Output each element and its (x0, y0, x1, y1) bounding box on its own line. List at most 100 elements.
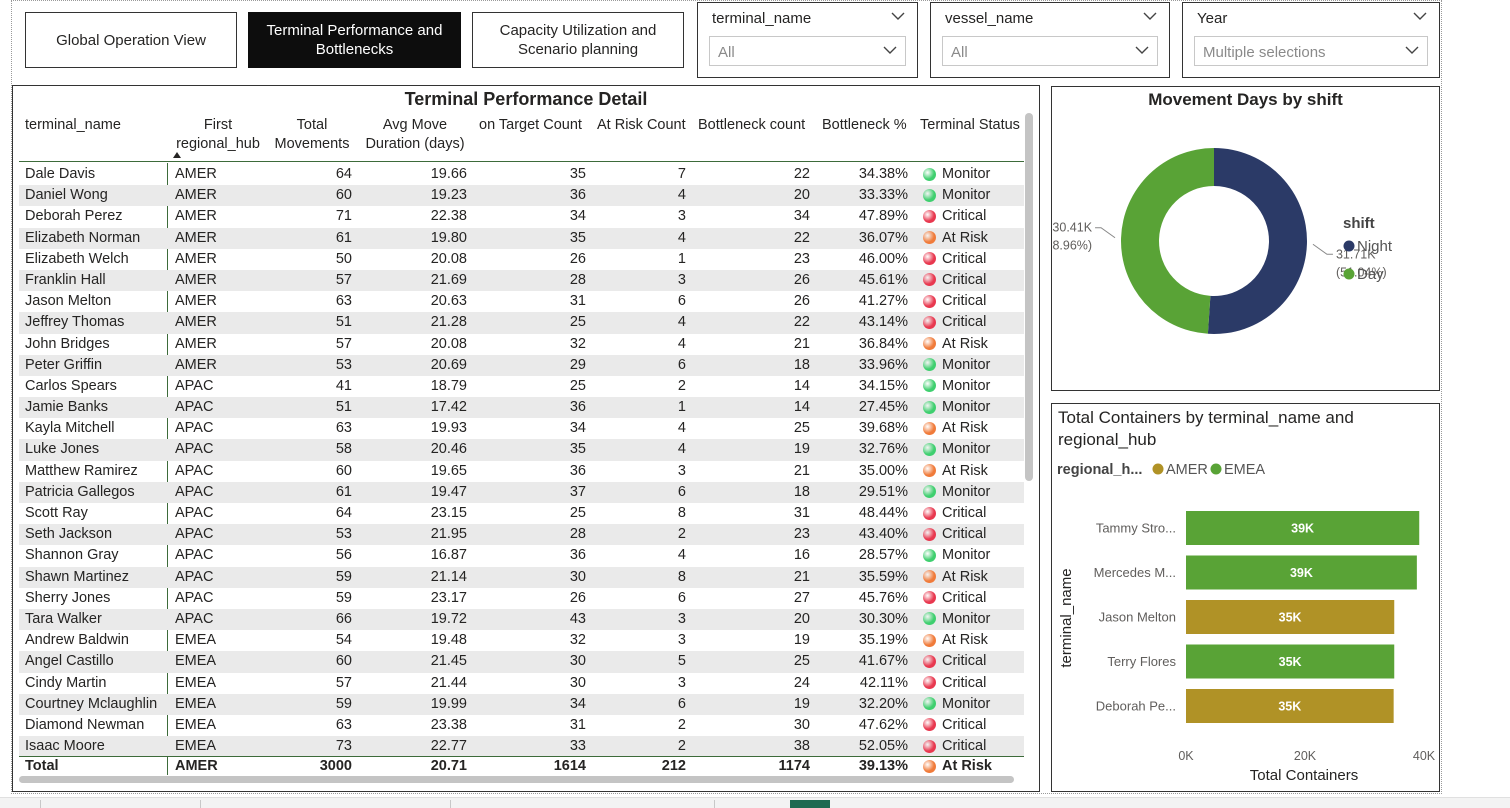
table-row[interactable]: Elizabeth Norman AMER 61 19.80 35 4 22 36.07% At… (19, 227, 1024, 249)
terminal-name-cell: Kayla Mitchell (25, 420, 115, 437)
terminal-name-cell: Angel Castillo (25, 653, 114, 670)
chevron-down-icon[interactable] (1143, 9, 1157, 23)
table-vertical-scrollbar[interactable] (1025, 113, 1033, 481)
terminal-name-slicer-title: terminal_name (712, 10, 812, 27)
table-row[interactable]: Shannon Gray APAC 56 16.87 36 4 16 28.57% Monito… (19, 545, 1024, 566)
chevron-down-icon[interactable] (1413, 9, 1427, 23)
table-row[interactable]: Angel Castillo EMEA 60 21.45 30 5 25 41.67% Crit… (19, 651, 1024, 673)
donut-slice-day[interactable] (1121, 148, 1214, 334)
table-row[interactable]: Franklin Hall AMER 57 21.69 28 3 26 45.61% Criti… (19, 269, 1024, 292)
table-row[interactable]: Tara Walker APAC 66 19.72 43 3 20 30.30% Monitor (19, 608, 1024, 631)
regional-hub-cell: AMER (175, 314, 217, 331)
on-target-cell: 33 (569, 738, 586, 755)
bar-0[interactable] (1186, 511, 1420, 545)
bottleneck-count-cell: 34 (793, 208, 810, 225)
table-row[interactable]: Kayla Mitchell APAC 63 19.93 34 4 25 39.68% At R… (19, 418, 1024, 439)
col-header-total-movements[interactable]: Total Movements (270, 116, 354, 154)
chevron-down-icon[interactable] (891, 9, 905, 23)
legend-marker-icon (1343, 240, 1355, 252)
avg-duration-cell: 19.72 (430, 610, 467, 627)
at-risk-cell: 6 (677, 483, 686, 500)
regional-hub-cell: AMER (175, 250, 217, 267)
table-row[interactable]: Isaac Moore EMEA 73 22.77 33 2 38 52.05% Critica… (19, 736, 1024, 758)
col-header-terminal-name[interactable]: terminal_name (25, 116, 121, 135)
terminal-status-cell: At Risk (923, 336, 988, 352)
table-row[interactable]: Jason Melton AMER 63 20.63 31 6 26 41.27% Critic… (19, 291, 1024, 312)
table-row[interactable]: Luke Jones APAC 58 20.46 35 4 19 32.76% Monitor (19, 439, 1024, 461)
avg-duration-cell: 19.23 (430, 187, 467, 204)
table-row[interactable]: Carlos Spears APAC 41 18.79 25 2 14 34.15% Monit… (19, 376, 1024, 397)
donut-legend-item-night[interactable]: Night (1357, 238, 1393, 255)
col-header-at-risk-count[interactable]: At Risk Count (597, 117, 686, 133)
table-row[interactable]: Elizabeth Welch AMER 50 20.08 26 1 23 46.00% Cri… (19, 249, 1024, 270)
terminal-status-cell: Monitor (923, 357, 990, 373)
total-movements-cell: 54 (335, 632, 352, 649)
table-row[interactable]: Shawn Martinez APAC 59 21.14 30 8 21 35.59% At R… (19, 566, 1024, 588)
status-dot-icon (923, 421, 936, 435)
year-dropdown[interactable]: Multiple selections (1194, 36, 1428, 66)
vessel-name-dropdown[interactable]: All (942, 36, 1158, 66)
on-target-cell: 35 (569, 166, 586, 182)
table-row[interactable]: Courtney Mclaughlin EMEA 59 19.99 34 6 19 32.20… (19, 693, 1024, 715)
table-row[interactable]: Sherry Jones APAC 59 23.17 26 6 27 45.76% Critic… (19, 588, 1024, 609)
table-row[interactable]: Dale Davis AMER 64 19.66 35 7 22 34.38% Monitor (19, 164, 1024, 185)
at-risk-cell: 4 (677, 441, 686, 458)
bottleneck-pct-cell: 47.62% (858, 716, 908, 733)
terminal-name-slicer: terminal_name All (697, 2, 918, 78)
bar-chart-title: Total Containers by terminal_name and reg… (1058, 407, 1354, 451)
table-horizontal-scrollbar[interactable] (19, 776, 1014, 783)
col-header-bottleneck-pct[interactable]: Bottleneck % (822, 117, 907, 133)
bar-legend-item-amer[interactable]: AMER (1166, 462, 1208, 478)
table-row[interactable]: John Bridges AMER 57 20.08 32 4 21 36.84% At Ris… (19, 334, 1024, 355)
at-risk-cell: 3 (677, 632, 686, 649)
capacity-utilization-button[interactable]: Capacity Utilization and Scenario plannin… (472, 12, 684, 68)
bar-4[interactable] (1186, 689, 1394, 723)
status-dot-icon (923, 676, 936, 689)
table-row[interactable]: Cindy Martin EMEA 57 21.44 30 3 24 42.11% Critic… (19, 673, 1024, 694)
col-header-avg-move-duration[interactable]: Avg Move Duration (days) (360, 116, 470, 154)
regional-hub-cell: APAC (175, 610, 214, 627)
terminal-name-cell: Jason Melton (25, 293, 112, 310)
table-row[interactable]: Jeffrey Thomas AMER 51 21.28 25 4 22 43.14% Crit… (19, 312, 1024, 334)
on-target-cell: 37 (569, 483, 586, 500)
terminal-status-cell: At Risk (923, 230, 988, 246)
table-row[interactable]: Jamie Banks APAC 51 17.42 36 1 14 27.45% Monitor (19, 397, 1024, 419)
table-row[interactable]: Matthew Ramirez APAC 60 19.65 36 3 21 35.00% At … (19, 461, 1024, 482)
global-operation-view-button[interactable]: Global Operation View (25, 12, 237, 68)
at-risk-cell: 4 (677, 547, 686, 564)
bottleneck-pct-cell: 41.27% (858, 293, 908, 310)
bar-legend-item-emea[interactable]: EMEA (1224, 462, 1265, 478)
table-row[interactable]: Deborah Perez AMER 71 22.38 34 3 34 47.89% Criti… (19, 206, 1024, 227)
tab-separator (450, 800, 451, 808)
regional-hub-cell: EMEA (175, 738, 217, 755)
terminal-name-cell: John Bridges (25, 335, 110, 352)
bar-1[interactable] (1186, 555, 1417, 590)
col-header-bottleneck-count[interactable]: Bottleneck count (698, 117, 806, 133)
col-header-on-target-count[interactable]: on Target Count (479, 117, 582, 133)
global-operation-view-label: Global Operation View (56, 31, 206, 49)
table-row[interactable]: Seth Jackson APAC 53 21.95 28 2 23 43.40% Critic… (19, 524, 1024, 546)
active-page-tab[interactable] (790, 800, 830, 808)
donut-legend-item-day[interactable]: Day (1357, 266, 1384, 283)
chevron-down-icon (1135, 46, 1149, 54)
total-movements-cell: 57 (335, 674, 352, 691)
donut-leader-line (1095, 227, 1116, 239)
bar-3[interactable] (1186, 644, 1395, 679)
table-row[interactable]: Peter Griffin AMER 53 20.69 29 6 18 33.96% Monit… (19, 354, 1024, 376)
col-header-regional-hub[interactable]: First regional_hub (172, 116, 264, 154)
col-header-terminal-status[interactable]: Terminal Status (920, 117, 1020, 133)
total-movements-cell: 51 (335, 314, 352, 331)
table-row[interactable]: Daniel Wong AMER 60 19.23 36 4 20 33.33% Monitor (19, 185, 1024, 207)
bottleneck-count-cell: 22 (793, 166, 810, 182)
bottleneck-count-cell: 19 (793, 695, 810, 712)
x-tick-label: 40K (1413, 749, 1436, 763)
terminal-performance-button[interactable]: Terminal Performance and Bottlenecks (248, 12, 461, 68)
on-target-cell: 34 (569, 208, 586, 225)
donut-slice-night[interactable] (1207, 148, 1307, 334)
table-row[interactable]: Patricia Gallegos APAC 61 19.47 37 6 18 29.51% M… (19, 481, 1024, 503)
terminal-name-dropdown[interactable]: All (709, 36, 906, 66)
bar-2[interactable] (1186, 600, 1395, 634)
table-row[interactable]: Diamond Newman EMEA 63 23.38 31 2 30 47.62% Crit… (19, 715, 1024, 736)
table-row[interactable]: Andrew Baldwin EMEA 54 19.48 32 3 19 35.19% At R… (19, 630, 1024, 651)
table-row[interactable]: Scott Ray APAC 64 23.15 25 8 31 48.44% Critical (19, 503, 1024, 524)
